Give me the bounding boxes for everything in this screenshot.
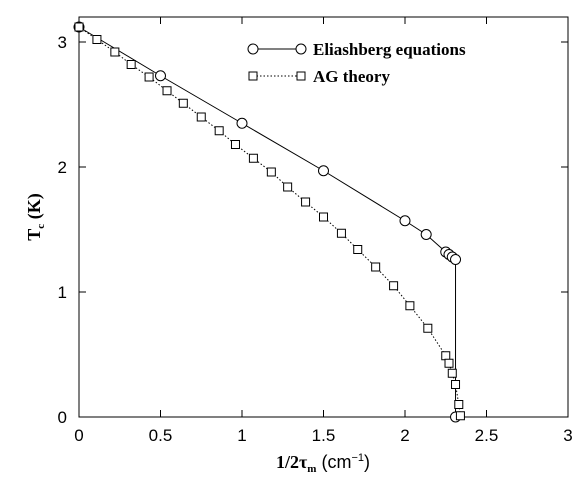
y-axis-label-sub: c <box>35 224 47 229</box>
data-point-square <box>455 411 465 421</box>
x-axis-label: 1/2τm (cm−1) <box>276 452 370 475</box>
data-point-square <box>454 400 464 409</box>
data-point-square <box>144 72 154 82</box>
x-axis-label-unit-sup: −1 <box>351 452 364 464</box>
legend: Eliashberg equations AG theory <box>247 40 466 86</box>
series-layer <box>73 21 465 423</box>
data-point-square <box>110 47 120 57</box>
data-point-square <box>389 281 399 291</box>
data-point-square <box>353 245 363 254</box>
y-tick-label: 2 <box>58 158 67 177</box>
legend-label-eliashberg: Eliashberg equations <box>313 40 466 59</box>
series-line-0 <box>78 26 457 417</box>
data-point-circle <box>155 70 166 82</box>
x-axis-label-unit: (cm <box>316 452 351 472</box>
data-point-circle <box>318 165 329 177</box>
data-point-square <box>405 301 415 311</box>
y-axis-label: Tc (K) <box>24 193 47 240</box>
x-tick-label: 2 <box>400 426 409 445</box>
axis-ticks: 0 0.5 1 1.5 2 2.5 3 0 1 2 3 <box>58 17 573 445</box>
x-tick-label: 0 <box>74 426 83 445</box>
legend-marker-eliashberg <box>247 43 259 55</box>
data-point-circle <box>236 117 248 129</box>
data-point-square <box>444 358 454 368</box>
data-point-square <box>248 153 258 163</box>
legend-marker-eliashberg <box>295 43 307 55</box>
data-point-square <box>423 323 433 333</box>
y-axis-label-unit: (K) <box>24 193 45 224</box>
x-tick-label: 1 <box>237 426 246 445</box>
data-point-square <box>441 351 451 361</box>
data-point-square <box>196 112 206 122</box>
data-point-circle <box>420 229 432 240</box>
legend-label-ag: AG theory <box>313 67 390 86</box>
data-point-square <box>336 228 346 238</box>
data-point-square <box>178 98 188 108</box>
data-point-square <box>301 197 311 207</box>
y-tick-label: 0 <box>58 408 67 427</box>
x-tick-label: 2.5 <box>475 426 499 445</box>
data-point-square <box>371 262 381 272</box>
x-tick-label: 0.5 <box>149 426 173 445</box>
x-axis-label-main: 1/2τ <box>276 452 308 472</box>
data-point-square <box>162 86 172 96</box>
data-point-circle <box>450 254 462 265</box>
data-point-square <box>74 22 84 32</box>
data-point-square <box>214 126 224 136</box>
x-tick-label: 1.5 <box>312 426 336 445</box>
legend-marker-ag <box>248 71 258 81</box>
data-point-square <box>451 380 461 389</box>
data-point-square <box>92 35 102 44</box>
y-axis-label-main: T <box>24 229 44 241</box>
data-point-square <box>319 212 328 222</box>
data-point-square <box>447 368 457 378</box>
y-tick-label: 3 <box>58 33 67 52</box>
data-point-square <box>283 182 293 192</box>
x-axis-label-unit-close: ) <box>364 452 370 472</box>
data-point-square <box>230 140 240 149</box>
x-axis-label-sub: m <box>307 463 316 475</box>
legend-marker-ag <box>296 71 306 81</box>
data-point-circle <box>399 215 411 227</box>
data-point-square <box>126 60 136 69</box>
x-tick-label: 3 <box>563 426 572 445</box>
data-point-square <box>266 167 276 177</box>
y-tick-label: 1 <box>58 283 67 302</box>
